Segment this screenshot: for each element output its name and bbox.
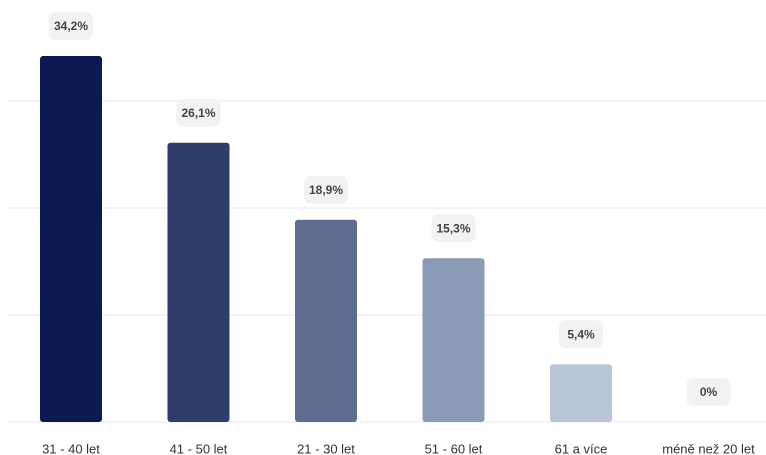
x-tick-label: 41 - 50 let — [170, 441, 228, 455]
x-tick-label: méně než 20 let — [662, 441, 755, 455]
x-tick-label: 61 a více — [555, 441, 608, 455]
value-label: 26,1% — [181, 106, 215, 120]
value-label: 15,3% — [436, 221, 470, 235]
bar — [40, 56, 102, 423]
x-tick-label: 31 - 40 let — [42, 441, 100, 455]
value-label-bg — [559, 320, 603, 349]
bar — [167, 142, 230, 423]
x-tick-label: 51 - 60 let — [425, 441, 483, 455]
bar — [422, 258, 485, 422]
value-label: 0% — [700, 385, 718, 399]
value-label-bg — [686, 378, 731, 406]
bar — [550, 364, 612, 422]
value-label: 34,2% — [54, 19, 88, 33]
x-tick-label: 21 - 30 let — [297, 441, 355, 455]
value-label-bg — [49, 12, 93, 41]
value-label-bg — [304, 175, 348, 204]
value-label: 18,9% — [309, 183, 343, 197]
value-label-bg — [176, 98, 221, 127]
value-label: 5,4% — [567, 327, 595, 341]
bar — [295, 219, 357, 422]
value-label-bg — [431, 214, 476, 243]
